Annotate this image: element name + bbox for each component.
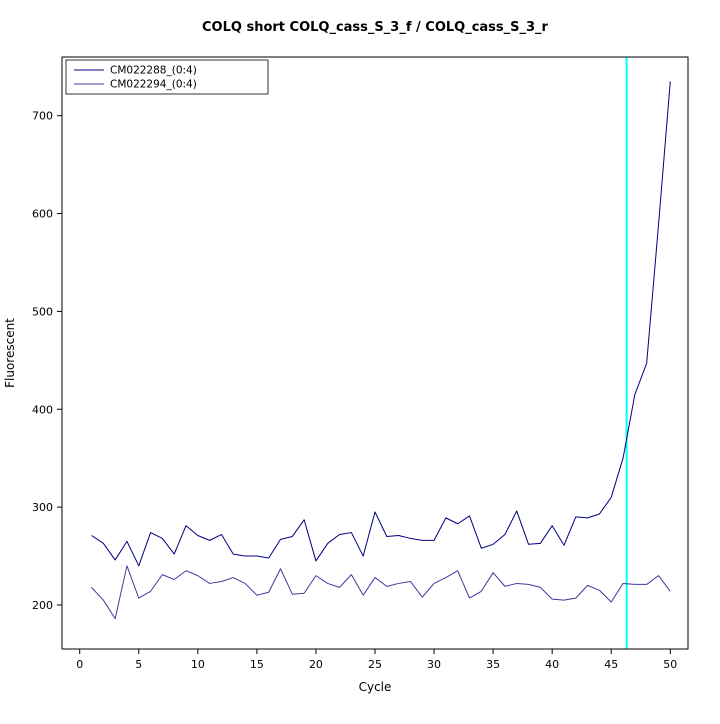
x-axis-tick-label: 25: [368, 658, 382, 671]
x-axis-tick-label: 0: [76, 658, 83, 671]
x-axis-tick-label: 10: [191, 658, 205, 671]
chart-title: COLQ short COLQ_cass_S_3_f / COLQ_cass_S…: [202, 20, 549, 35]
y-axis-tick-label: 600: [32, 208, 53, 221]
legend-label: CM022288_(0:4): [110, 65, 197, 77]
x-axis-tick-label: 15: [250, 658, 264, 671]
legend-box: [65, 59, 269, 95]
plot-border: [61, 56, 689, 650]
x-axis-tick-label: 40: [545, 658, 559, 671]
series-line-2: [91, 565, 671, 620]
x-axis-tick-label: 20: [309, 658, 323, 671]
x-axis-tick-label: 30: [427, 658, 441, 671]
legend-label: CM022294_(0:4): [110, 79, 197, 91]
series-line-1: [91, 81, 671, 567]
y-axis-tick-label: 400: [32, 403, 53, 416]
x-axis-tick-label: 50: [663, 658, 677, 671]
plot-area: 0 5 10 15 20 25 30 35 40 45 50 200 300 400 500 600 700 CM…: [32, 56, 689, 671]
x-axis-tick-label: 45: [604, 658, 618, 671]
x-axis-label: Cycle: [359, 680, 392, 694]
x-axis-tick-label: 5: [135, 658, 142, 671]
y-axis-tick-label: 300: [32, 501, 53, 514]
y-axis-tick-label: 200: [32, 599, 53, 612]
y-axis-tick-label: 500: [32, 305, 53, 318]
x-axis-tick-label: 35: [486, 658, 500, 671]
y-axis-tick-label: 700: [32, 110, 53, 123]
y-axis-label: Fluorescent: [3, 318, 17, 388]
